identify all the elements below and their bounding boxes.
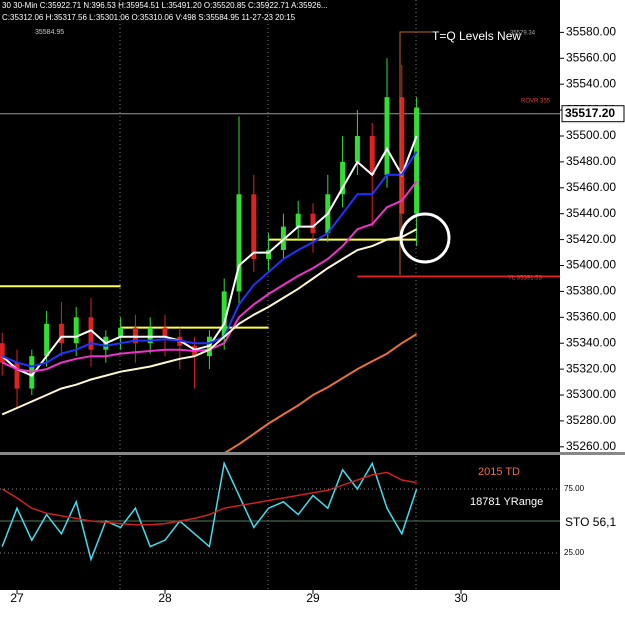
last-price-box bbox=[561, 105, 625, 123]
y-tick-label: 35540.00 bbox=[566, 76, 616, 90]
candle-body bbox=[369, 135, 375, 175]
candle-body bbox=[251, 194, 257, 260]
y-tick-label: 35580.00 bbox=[566, 25, 616, 39]
candle-body bbox=[266, 249, 272, 260]
y-tick-label: 35460.00 bbox=[566, 180, 616, 194]
candle-body bbox=[58, 323, 64, 344]
x-tick-label: 27 bbox=[10, 591, 24, 605]
candle-body bbox=[0, 343, 5, 363]
oscillator-panel bbox=[0, 455, 560, 590]
oscillator-plot bbox=[1, 460, 418, 562]
indicator-line bbox=[224, 333, 418, 452]
annotation: 35584.95 bbox=[35, 29, 64, 36]
candle-body bbox=[132, 327, 138, 344]
candle-body bbox=[73, 317, 79, 344]
y-tick-label: 35480.00 bbox=[566, 154, 616, 168]
candle-body bbox=[162, 327, 168, 337]
y-tick-label: 25.00 bbox=[564, 548, 585, 557]
price-plot bbox=[0, 58, 560, 452]
indicator-line bbox=[1, 228, 418, 416]
y-tick-label: 35260.00 bbox=[566, 439, 616, 453]
y-tick-label: 35280.00 bbox=[566, 413, 616, 427]
candle-body bbox=[44, 323, 50, 357]
candle-body bbox=[147, 327, 153, 344]
y-tick-label: 35420.00 bbox=[566, 232, 616, 246]
bracket bbox=[399, 31, 432, 275]
annotation: 18781 YRange bbox=[470, 496, 543, 508]
candle-body bbox=[384, 97, 390, 175]
annotation: 2015 TD bbox=[478, 466, 520, 478]
annotation: STO 56,1 bbox=[565, 515, 616, 529]
y-tick-label: 35500.00 bbox=[566, 128, 616, 142]
y-tick-label: 35320.00 bbox=[566, 361, 616, 375]
highlight-circle bbox=[399, 212, 451, 264]
y-tick-label: 35400.00 bbox=[566, 258, 616, 272]
indicator-line bbox=[1, 150, 418, 368]
indicator-line bbox=[1, 471, 417, 526]
annotation: 35579.34 bbox=[510, 31, 536, 37]
indicator-line bbox=[1, 135, 418, 377]
candle-body bbox=[354, 135, 360, 162]
header-line: 30 30-Min C:35922.71 N:396.53 H:35954.51… bbox=[2, 1, 328, 10]
candle-body bbox=[14, 362, 20, 389]
candle-body bbox=[295, 213, 301, 227]
annotation: ROVR 355 bbox=[521, 99, 551, 105]
candle-body bbox=[236, 194, 242, 292]
y-tick-label: 35360.00 bbox=[566, 309, 616, 323]
candle-body bbox=[88, 317, 94, 350]
last-price-label: 35517.20 bbox=[565, 106, 615, 120]
x-tick-label: 29 bbox=[306, 591, 320, 605]
candle-body bbox=[310, 213, 316, 234]
y-tick-label: 35300.00 bbox=[566, 387, 616, 401]
y-tick-label: 35380.00 bbox=[566, 284, 616, 298]
candle-body bbox=[221, 291, 227, 337]
candle-body bbox=[118, 327, 124, 337]
y-tick-label: 35560.00 bbox=[566, 50, 616, 64]
price-panel bbox=[0, 0, 560, 452]
candle-body bbox=[340, 161, 346, 195]
x-tick-label: 28 bbox=[158, 591, 172, 605]
candle-body bbox=[414, 107, 420, 214]
header-line: C:35312.06 H:35317.56 L:35301.06 O:35310… bbox=[2, 13, 296, 22]
y-tick-label: 35340.00 bbox=[566, 335, 616, 349]
y-tick-label: 75.00 bbox=[564, 484, 585, 493]
candle-body bbox=[399, 97, 405, 214]
x-tick-label: 30 bbox=[454, 591, 468, 605]
indicator-line bbox=[1, 460, 418, 562]
annotation: T=Q Levels New bbox=[432, 29, 521, 43]
annotation: YL 35391.53 bbox=[508, 276, 542, 282]
y-tick-label: 35440.00 bbox=[566, 206, 616, 220]
